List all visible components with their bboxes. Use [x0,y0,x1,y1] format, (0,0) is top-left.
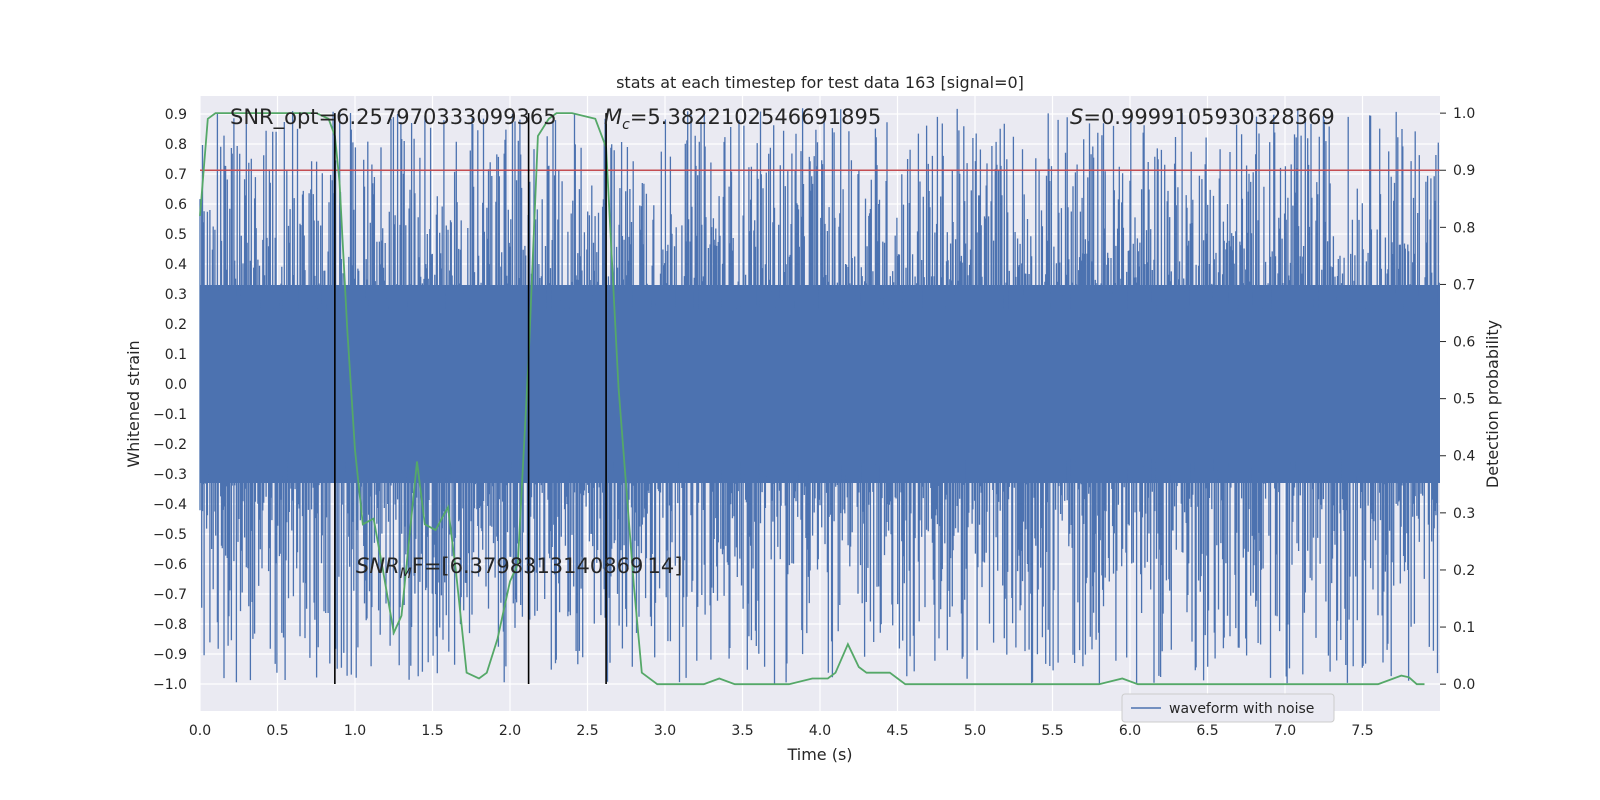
y-left-tick-label: 0.6 [165,197,187,213]
legend: waveform with noise [1121,693,1335,723]
x-tick-label: 3.0 [654,723,676,739]
y-left-tick-label: 0.2 [165,317,187,333]
vertical-markers [334,113,607,684]
x-tick-label: 6.5 [1196,723,1218,739]
s-annotation: S=0.9999105930328369 [1070,105,1335,129]
x-tick-label: 6.0 [1119,723,1141,739]
snr-opt-annotation: SNR_opt=6.257970333099365 [230,105,557,130]
y-right-tick-label: 1.0 [1453,106,1475,122]
waveform-series [199,108,1440,684]
x-tick-label: 0.5 [266,723,288,739]
y-right-tick-label: 0.1 [1453,620,1475,636]
snr-mf-symbol: SNR [356,554,400,578]
y-right-tick-label: 0.4 [1453,449,1475,465]
legend-box [1121,693,1335,723]
y-left-tick-label: −1.0 [153,677,187,693]
y-left-tick-label: −0.1 [153,407,187,423]
x-tick-label: 4.5 [886,723,908,739]
mc-annotation: Mc=5.3822102546691895 [604,105,881,133]
y-left-tick-label: 0.1 [165,347,187,363]
mc-symbol: M [604,105,622,129]
x-axis-label: Time (s) [786,745,852,764]
y-right-tick-label: 0.8 [1453,220,1475,236]
y-left-tick-label: −0.9 [153,647,187,663]
y-left-tick-label: 0.9 [165,107,187,123]
mc-value: =5.3822102546691895 [630,105,881,129]
y-right-tick-label: 0.3 [1453,506,1475,522]
y-left-axis-ticks: 0.9 0.8 0.7 0.6 0.5 0.4 0.3 0.2 0.1 0.0 −0.1 −0.2 −0… [153,107,187,693]
y-left-tick-label: −0.7 [153,587,187,603]
snr-mf-value: F=[6.3798313140869 14] [412,554,683,578]
snr-mf-subscript: M [400,566,412,582]
y-right-axis-ticks: 1.0 0.9 0.8 0.7 0.6 0.5 0.4 0.3 0.2 0.1 0.0 [1440,106,1475,693]
y-right-tick-label: 0.5 [1453,392,1475,408]
y-left-tick-label: 0.7 [165,167,187,183]
legend-label: waveform with noise [1169,701,1314,717]
y-right-axis-label: Detection probability [1483,320,1502,488]
x-tick-label: 1.0 [344,723,366,739]
y-left-tick-label: 0.4 [165,257,187,273]
x-tick-label: 2.0 [499,723,521,739]
y-left-tick-label: −0.4 [153,497,187,513]
x-tick-label: 3.5 [731,723,753,739]
y-left-tick-label: 0.0 [165,377,187,393]
x-tick-label: 7.5 [1351,723,1373,739]
x-axis-ticks: 0.0 0.5 1.0 1.5 2.0 2.5 3.0 3.5 4.0 4.5 5.0 5.5 6.0 6… [189,723,1374,739]
chart-title: stats at each timestep for test data 163… [616,73,1024,92]
probability-series [199,112,1425,686]
probability-line [199,112,1425,686]
x-tick-label: 4.0 [809,723,831,739]
y-right-tick-label: 0.7 [1453,277,1475,293]
y-left-tick-label: −0.3 [153,467,187,483]
x-tick-label: 0.0 [189,723,211,739]
y-right-tick-label: 0.9 [1453,163,1475,179]
y-right-tick-label: 0.0 [1453,677,1475,693]
y-left-tick-label: −0.6 [153,557,187,573]
s-symbol: S [1070,105,1083,129]
y-left-tick-label: 0.3 [165,287,187,303]
y-left-tick-label: −0.5 [153,527,187,543]
snr-mf-annotation: SNRMF=[6.3798313140869 14] [356,554,682,582]
y-left-tick-label: 0.8 [165,137,187,153]
y-right-tick-label: 0.6 [1453,335,1475,351]
s-value: =0.9999105930328369 [1083,105,1334,129]
x-tick-label: 2.5 [576,723,598,739]
mc-subscript: c [622,117,630,133]
waveform-spikes [199,108,1440,684]
x-tick-label: 1.5 [421,723,443,739]
y-left-tick-label: −0.8 [153,617,187,633]
y-right-tick-label: 0.2 [1453,563,1475,579]
y-left-axis-label: Whitened strain [124,340,143,467]
x-tick-label: 7.0 [1274,723,1296,739]
y-left-tick-label: −0.2 [153,437,187,453]
y-left-tick-label: 0.5 [165,227,187,243]
x-tick-label: 5.5 [1041,723,1063,739]
x-tick-label: 5.0 [964,723,986,739]
